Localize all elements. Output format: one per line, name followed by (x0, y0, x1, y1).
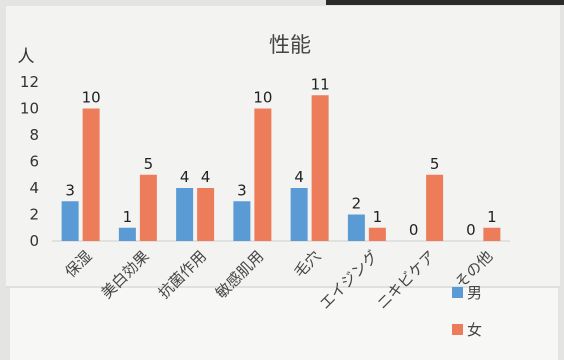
legend: 男女 (452, 284, 482, 339)
bar-male (61, 201, 79, 241)
data-label: 4 (180, 168, 190, 186)
bar-female (426, 174, 444, 241)
data-label: 10 (82, 89, 101, 107)
bar-female (82, 108, 100, 241)
top-edge-shadow (326, 0, 564, 5)
legend-swatch (452, 324, 463, 335)
legend-label: 男 (467, 284, 482, 302)
chart-title: 性能 (269, 33, 311, 57)
data-label: 5 (430, 155, 440, 173)
y-tick-label: 6 (29, 153, 39, 171)
y-tick-label: 12 (20, 73, 39, 91)
data-label: 5 (144, 155, 154, 173)
y-tick-label: 8 (29, 126, 39, 144)
bar-female (311, 95, 329, 241)
data-label: 4 (294, 168, 304, 186)
y-tick-label: 0 (29, 232, 39, 250)
bar-female (254, 108, 272, 241)
paper-sheet-lower (10, 286, 558, 360)
data-label: 0 (466, 221, 476, 239)
data-label: 0 (409, 221, 419, 239)
bar-female (197, 188, 215, 241)
legend-swatch (452, 287, 463, 298)
y-tick-label: 10 (20, 100, 39, 118)
bar-female (139, 174, 157, 241)
y-tick-label: 2 (29, 206, 39, 224)
bar-male (176, 188, 194, 241)
data-label: 2 (352, 195, 362, 213)
data-label: 4 (201, 168, 211, 186)
y-axis-ticks: 0 2 4 6 8 10 12 (20, 73, 39, 250)
legend-label: 女 (467, 321, 482, 339)
bar-male (233, 201, 251, 241)
data-label: 1 (123, 208, 133, 226)
data-label: 1 (487, 208, 497, 226)
bar-female (368, 227, 386, 241)
data-label: 11 (311, 75, 330, 93)
y-axis-label: 人 (18, 47, 35, 67)
bar-male (118, 227, 136, 241)
bar-female (483, 227, 501, 241)
data-label: 3 (65, 181, 75, 199)
bar-male (290, 188, 308, 241)
data-label: 10 (253, 89, 272, 107)
bar-male (347, 214, 365, 241)
data-label: 1 (373, 208, 383, 226)
data-label: 3 (237, 181, 247, 199)
y-tick-label: 4 (29, 179, 39, 197)
